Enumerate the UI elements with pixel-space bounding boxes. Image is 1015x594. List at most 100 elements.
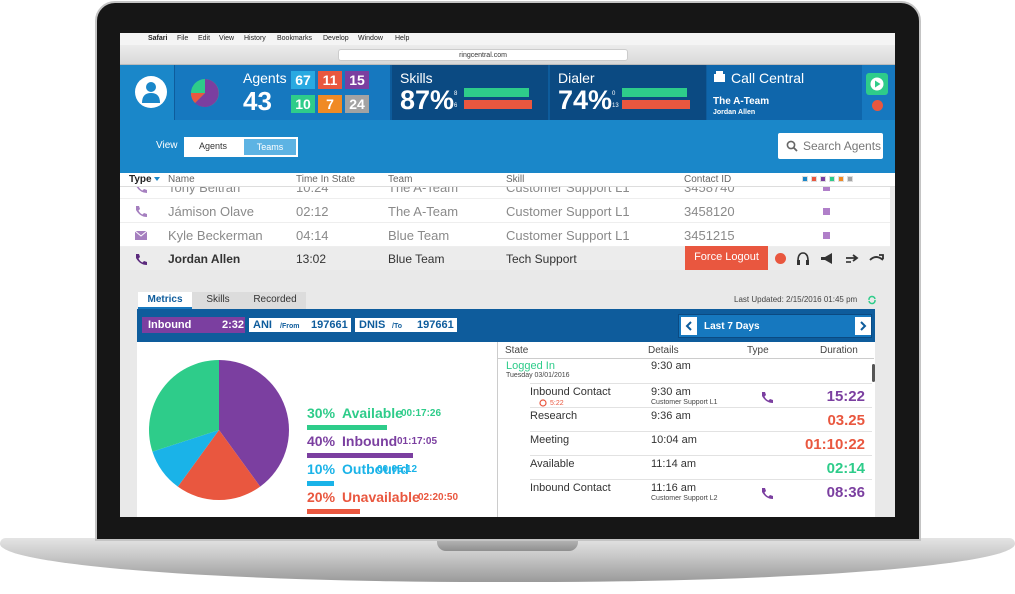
call-central-panel — [707, 65, 862, 120]
menu-item[interactable]: Develop — [323, 35, 349, 42]
log-column-header[interactable]: Details — [648, 345, 679, 356]
detail-tab[interactable]: Metrics — [138, 292, 192, 309]
agents-total: 43 — [243, 86, 272, 116]
log-scrollbar — [872, 364, 875, 382]
table-header — [120, 173, 895, 187]
dialer-count: 13 — [612, 103, 619, 109]
filter-swatch[interactable] — [847, 176, 853, 182]
record-dot[interactable] — [872, 100, 883, 111]
log-row-rule — [530, 407, 872, 408]
dnis-suffix: /To — [392, 323, 402, 330]
search-icon — [786, 140, 798, 152]
menu-item[interactable]: Safari — [148, 35, 168, 42]
view-tab-teams[interactable]: Teams — [242, 137, 298, 157]
agent-contact-id: 3451215 — [684, 228, 735, 243]
log-state: Available — [530, 458, 575, 470]
menu-item[interactable]: File — [177, 35, 189, 42]
view-tab-agents[interactable]: Agents — [184, 137, 242, 157]
state-log — [497, 342, 875, 517]
filter-swatch[interactable] — [802, 176, 808, 182]
legend-percent: 40% — [307, 433, 336, 449]
agent-name: Kyle Beckerman — [168, 228, 263, 243]
log-header-rule — [498, 358, 874, 359]
dnis-number: 197661 — [417, 319, 454, 331]
agent-time: 02:12 — [296, 204, 329, 219]
log-column-header[interactable]: State — [505, 345, 529, 356]
agents-table: Tony Beltran 10:24 The A-Team Customer Supp… — [120, 187, 890, 270]
call-central-icon — [714, 71, 725, 82]
agent-skill: Customer Support L1 — [506, 204, 630, 219]
agent-row[interactable]: Jámison Olave 02:12 The A-Team Customer Sup… — [120, 199, 890, 223]
hold-icon — [539, 399, 547, 407]
log-time: 9:36 am — [651, 410, 691, 422]
log-state: Inbound Contact — [530, 482, 611, 494]
column-header[interactable]: Type — [129, 174, 152, 185]
avatar-icon — [142, 82, 160, 103]
menu-item[interactable]: Help — [395, 35, 410, 42]
log-date: Tuesday 03/01/2016 — [506, 372, 570, 379]
filter-swatch[interactable] — [838, 176, 844, 182]
agent-contact-id: 3458740 — [684, 187, 735, 195]
column-header[interactable]: Time In State — [296, 174, 356, 185]
legend-duration: 00:17:26 — [401, 408, 442, 419]
menu-item[interactable]: Window — [358, 35, 383, 42]
agent-row[interactable]: Tony Beltran 10:24 The A-Team Customer Supp… — [120, 187, 890, 199]
app-screen: Safari File Edit View History Bookmarks Develo… — [120, 33, 895, 517]
legend-duration: 00:05:12 — [377, 464, 418, 475]
skill-swatch — [823, 232, 830, 239]
refresh-icon — [868, 295, 876, 305]
force-logout-button[interactable]: Force Logout — [685, 246, 768, 270]
agent-row[interactable]: Kyle Beckerman 04:14 Blue Team Customer Sup… — [120, 223, 890, 247]
play-button[interactable] — [866, 73, 888, 95]
filter-swatch[interactable] — [811, 176, 817, 182]
sort-arrow — [154, 177, 160, 181]
filter-swatch[interactable] — [820, 176, 826, 182]
column-header[interactable]: Team — [388, 174, 413, 185]
legend-name: Outbound — [342, 461, 409, 477]
log-state: Logged In — [506, 360, 555, 372]
legend-bar — [307, 481, 334, 486]
agent-count-tile: 24 — [345, 95, 369, 113]
log-time: 9:30 am — [651, 360, 691, 372]
agent-skill: Customer Support L1 — [506, 187, 630, 195]
column-header[interactable]: Skill — [506, 174, 525, 185]
range-next[interactable] — [855, 317, 871, 335]
skill-swatch — [823, 187, 830, 191]
log-column-header[interactable]: Type — [747, 345, 769, 356]
avatar — [135, 76, 167, 108]
log-row-rule — [530, 479, 872, 480]
direction-box: Inbound 2:32 — [142, 317, 245, 333]
column-header[interactable]: Name — [168, 174, 195, 185]
detail-tab[interactable]: Skills — [192, 292, 244, 309]
pie-slice — [152, 430, 219, 487]
menu-item[interactable]: Edit — [198, 35, 211, 42]
url-field[interactable]: ringcentral.com — [338, 49, 628, 61]
agent-skill: Customer Support L1 — [506, 228, 630, 243]
range-prev[interactable] — [681, 317, 697, 335]
menu-item[interactable]: View — [219, 35, 235, 42]
email-icon — [135, 231, 147, 240]
log-state: Meeting — [530, 434, 570, 446]
agent-skill: Tech Support — [506, 252, 577, 266]
menu-item[interactable]: Bookmarks — [277, 35, 313, 42]
phone-icon — [136, 206, 147, 217]
detail-tab[interactable]: Recorded — [244, 292, 306, 309]
agent-name: Tony Beltran — [168, 187, 241, 195]
legend-name: Available — [342, 405, 403, 421]
skills-red-bar — [464, 100, 532, 109]
log-phone — [762, 488, 773, 499]
search-box[interactable]: Search Agents — [778, 133, 883, 159]
agent-time: 13:02 — [296, 252, 327, 266]
menu-item[interactable]: History — [244, 35, 266, 42]
filter-swatch[interactable] — [829, 176, 835, 182]
column-header[interactable]: Contact ID — [684, 174, 732, 185]
agent-contact-id: 3458120 — [684, 204, 735, 219]
agent-team: The A-Team — [388, 187, 459, 195]
record-action[interactable] — [775, 253, 786, 264]
pie-slice — [149, 360, 219, 452]
log-column-header[interactable]: Duration — [820, 345, 858, 356]
legend-percent: 10% — [307, 461, 336, 477]
agent-team: Blue Team — [388, 252, 445, 266]
phone-icon — [136, 254, 147, 265]
dnis-box: DNIS/To 197661 — [354, 317, 458, 333]
